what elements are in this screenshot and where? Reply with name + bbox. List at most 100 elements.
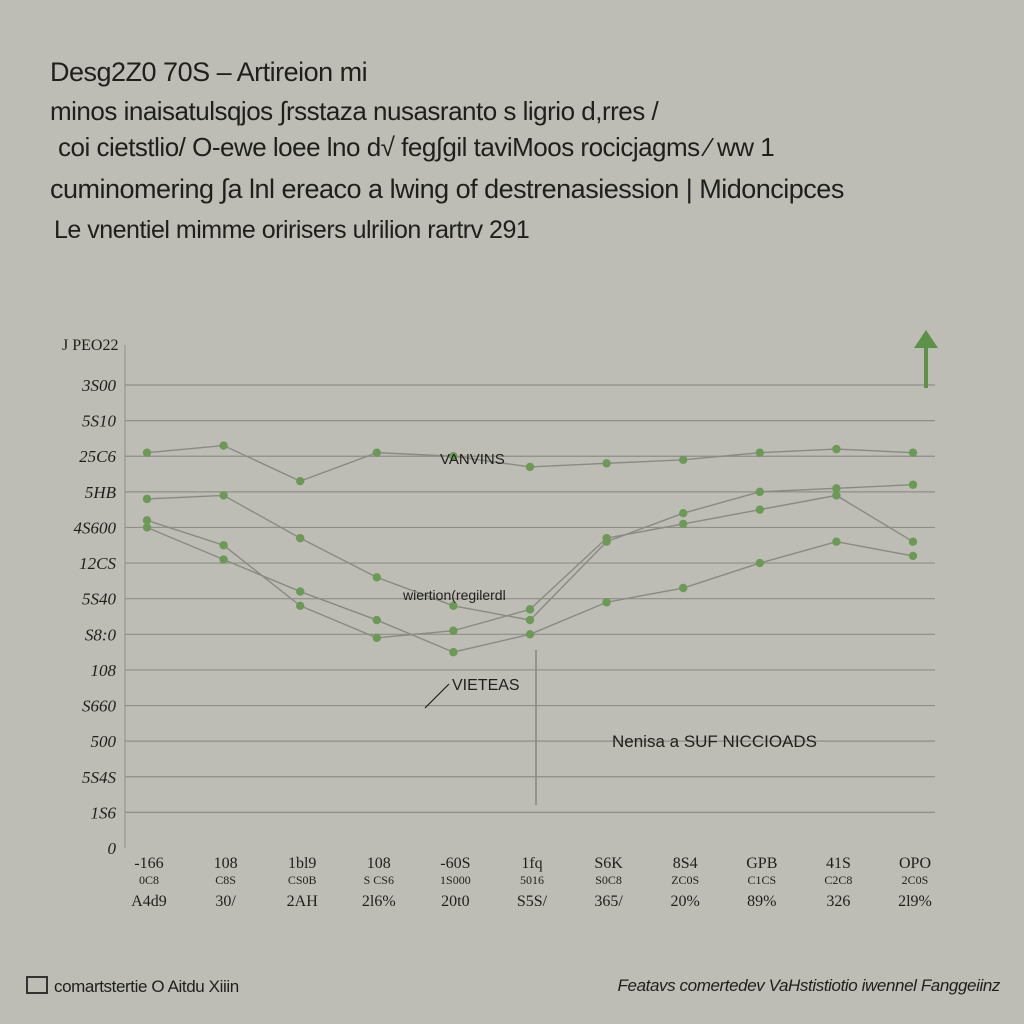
data-point	[449, 452, 458, 461]
data-point	[525, 630, 535, 639]
data-point	[755, 487, 764, 497]
x-tick-label: 89%	[747, 893, 776, 910]
data-point	[142, 516, 152, 525]
data-point	[219, 555, 228, 564]
y-tick-label: 4S600	[74, 518, 117, 537]
x-tick-label: GPB	[746, 855, 777, 872]
data-point	[296, 587, 305, 596]
x-tick-label: 2AH	[287, 893, 319, 910]
data-point	[525, 462, 535, 472]
data-point	[449, 647, 458, 657]
x-tick-label: C2C8	[824, 873, 852, 887]
data-point	[142, 494, 152, 504]
data-point	[602, 598, 611, 607]
x-tick-label: CS0B	[288, 873, 317, 887]
chart-title-line-4: cuminomering ∫a lnl ereaco a lwing of de…	[50, 173, 844, 204]
x-tick-label: 365/	[594, 893, 623, 910]
x-tick-label: S5S/	[517, 893, 548, 910]
data-point	[525, 615, 535, 625]
x-tick-label: OPO	[899, 855, 931, 872]
data-point	[296, 601, 305, 611]
data-point	[908, 480, 918, 489]
data-point	[525, 605, 535, 614]
x-tick-label: 326	[826, 893, 850, 910]
y-axis-header: J PEO22	[62, 337, 118, 354]
x-tick-label: 1fq	[521, 855, 542, 872]
x-tick-label: 20t0	[441, 893, 469, 910]
x-tick-label: 2l6%	[362, 893, 396, 910]
data-point	[219, 541, 228, 550]
footer-left-text: comartstertie O Aitdu Xiiin	[54, 977, 239, 996]
y-tick-label: 3S00	[81, 376, 117, 395]
annotation-label: VANVINS	[440, 451, 505, 468]
data-point	[219, 491, 228, 500]
title-block: Desg2Z0 70S – Artireion mi minos inaisat…	[50, 56, 980, 245]
data-point	[602, 533, 611, 543]
data-point	[142, 448, 152, 457]
x-tick-label: 1S000	[440, 873, 471, 887]
data-point	[372, 615, 381, 625]
y-tick-label: 500	[91, 732, 117, 751]
data-point	[142, 523, 152, 532]
x-tick-label: 2l9%	[898, 893, 932, 910]
x-tick-label: 108	[214, 855, 238, 872]
x-tick-label: S CS6	[364, 873, 394, 887]
x-tick-label: S6K	[594, 855, 623, 872]
chart-title-line-3: coi cietstlio/ O-ewe loee lno d√ feg∫gil…	[58, 131, 775, 162]
y-tick-label: 12CS	[79, 554, 116, 573]
data-point	[908, 448, 918, 457]
data-point	[755, 558, 764, 568]
annotation-label: Nenisa a SUF NICCIOADS	[612, 732, 817, 751]
x-tick-label: C8S	[215, 873, 236, 887]
y-tick-label: 5S40	[82, 590, 117, 609]
footer-right-text: Featavs comertedev VaHstistiotio iwennel…	[617, 976, 1001, 995]
data-point	[602, 459, 611, 468]
y-tick-label: 5HB	[85, 483, 117, 502]
data-point	[908, 551, 918, 561]
y-tick-label: S660	[82, 697, 117, 716]
x-tick-label: 20%	[671, 893, 700, 910]
x-tick-label: 2C0S	[902, 873, 929, 887]
x-tick-label: -166	[134, 855, 163, 872]
data-point	[679, 509, 688, 518]
data-point	[832, 484, 841, 493]
document-icon	[26, 976, 48, 994]
y-tick-label: 5S10	[82, 412, 117, 431]
data-point	[755, 448, 764, 457]
data-point	[832, 444, 841, 454]
x-tick-label: 1bl9	[288, 855, 316, 872]
x-tick-label: 30/	[215, 893, 236, 910]
data-point	[372, 633, 381, 643]
chart-title-line-2: minos inaisatulsqjos ∫rsstaza nusasranto…	[50, 96, 659, 127]
footer-left: comartstertie O Aitdu Xiiin	[26, 976, 239, 997]
data-point	[679, 519, 688, 529]
y-tick-label: 108	[91, 661, 117, 680]
data-point	[372, 448, 381, 457]
data-point	[908, 537, 918, 546]
x-tick-label: 108	[367, 855, 391, 872]
data-point	[449, 601, 458, 611]
x-tick-label: -60S	[440, 855, 470, 872]
x-tick-label: 5016	[520, 873, 544, 887]
x-tick-label: A4d9	[131, 893, 167, 910]
y-tick-label: 25C6	[79, 447, 116, 466]
x-tick-label: 41S	[826, 855, 851, 872]
chart-title-line-5: Le vnentiel mimme oririsers ulrilion rar…	[54, 216, 530, 245]
data-point	[832, 537, 841, 546]
data-point	[832, 491, 841, 500]
annotation-label: wiertion(regilerdl	[402, 587, 506, 603]
x-tick-label: S0C8	[595, 873, 622, 887]
x-tick-label: 8S4	[673, 855, 698, 872]
x-tick-label: C1CS	[747, 873, 776, 887]
data-point	[219, 441, 228, 450]
data-point	[755, 505, 764, 514]
y-tick-label: 0	[108, 839, 117, 858]
data-point	[372, 573, 381, 582]
annotation-label: VIETEAS	[452, 677, 520, 694]
data-point	[679, 455, 688, 464]
up-arrow-head	[914, 330, 938, 348]
chart-title-line-1: Desg2Z0 70S – Artireion mi	[50, 57, 368, 87]
x-tick-label: 0C8	[139, 873, 159, 887]
data-point	[449, 626, 458, 635]
y-tick-label: S8:0	[85, 625, 117, 644]
